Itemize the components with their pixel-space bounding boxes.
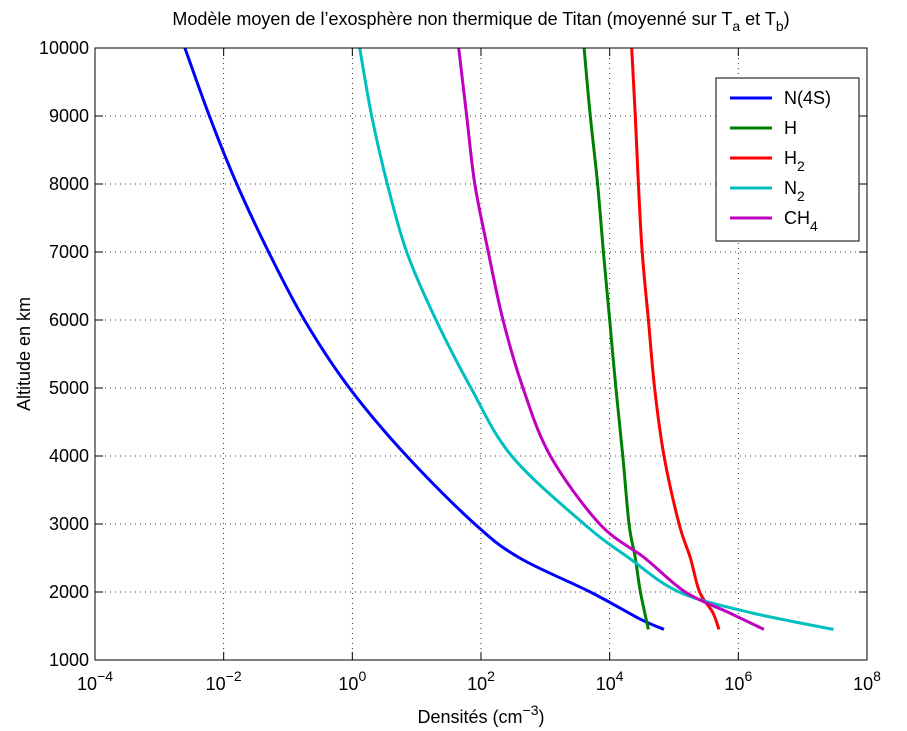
x-tick-label: 100 bbox=[338, 668, 366, 694]
x-tick-label: 104 bbox=[596, 668, 624, 694]
grid bbox=[95, 48, 867, 660]
x-tick-label: 10−4 bbox=[77, 668, 113, 694]
ticks: 10−4 10−2 100 102 104 106 108 1000 2000 3000 4000 5… bbox=[39, 38, 881, 694]
series-line-ch4 bbox=[457, 47, 765, 631]
chart-title: Modèle moyen de l’exosphère non thermiqu… bbox=[172, 9, 789, 34]
x-tick-label: 102 bbox=[467, 668, 495, 694]
y-tick-label: 1000 bbox=[49, 650, 89, 670]
series-line-n4s bbox=[183, 47, 665, 631]
x-tick-label: 108 bbox=[853, 668, 881, 694]
x-tick-label: 10−2 bbox=[206, 668, 242, 694]
legend-label: H bbox=[784, 118, 797, 138]
series-group bbox=[183, 47, 834, 631]
legend-label: N(4S) bbox=[784, 88, 831, 108]
legend-label: N2 bbox=[784, 178, 805, 204]
legend-label: CH4 bbox=[784, 208, 818, 234]
y-tick-label: 7000 bbox=[49, 242, 89, 262]
y-tick-label: 8000 bbox=[49, 174, 89, 194]
y-tick-label: 9000 bbox=[49, 106, 89, 126]
x-axis-label: Densités (cm−3) bbox=[418, 702, 545, 727]
y-tick-label: 4000 bbox=[49, 446, 89, 466]
y-tick-label: 2000 bbox=[49, 582, 89, 602]
y-axis-label: Altitude en km bbox=[14, 297, 34, 411]
series-line-h2 bbox=[630, 47, 721, 630]
legend-label: H2 bbox=[784, 148, 805, 174]
y-tick-label: 3000 bbox=[49, 514, 89, 534]
x-tick-label: 106 bbox=[724, 668, 752, 694]
legend: N(4S) H H2 N2 CH4 bbox=[715, 77, 860, 242]
y-tick-label: 5000 bbox=[49, 378, 89, 398]
y-tick-label: 10000 bbox=[39, 38, 89, 58]
y-tick-label: 6000 bbox=[49, 310, 89, 330]
